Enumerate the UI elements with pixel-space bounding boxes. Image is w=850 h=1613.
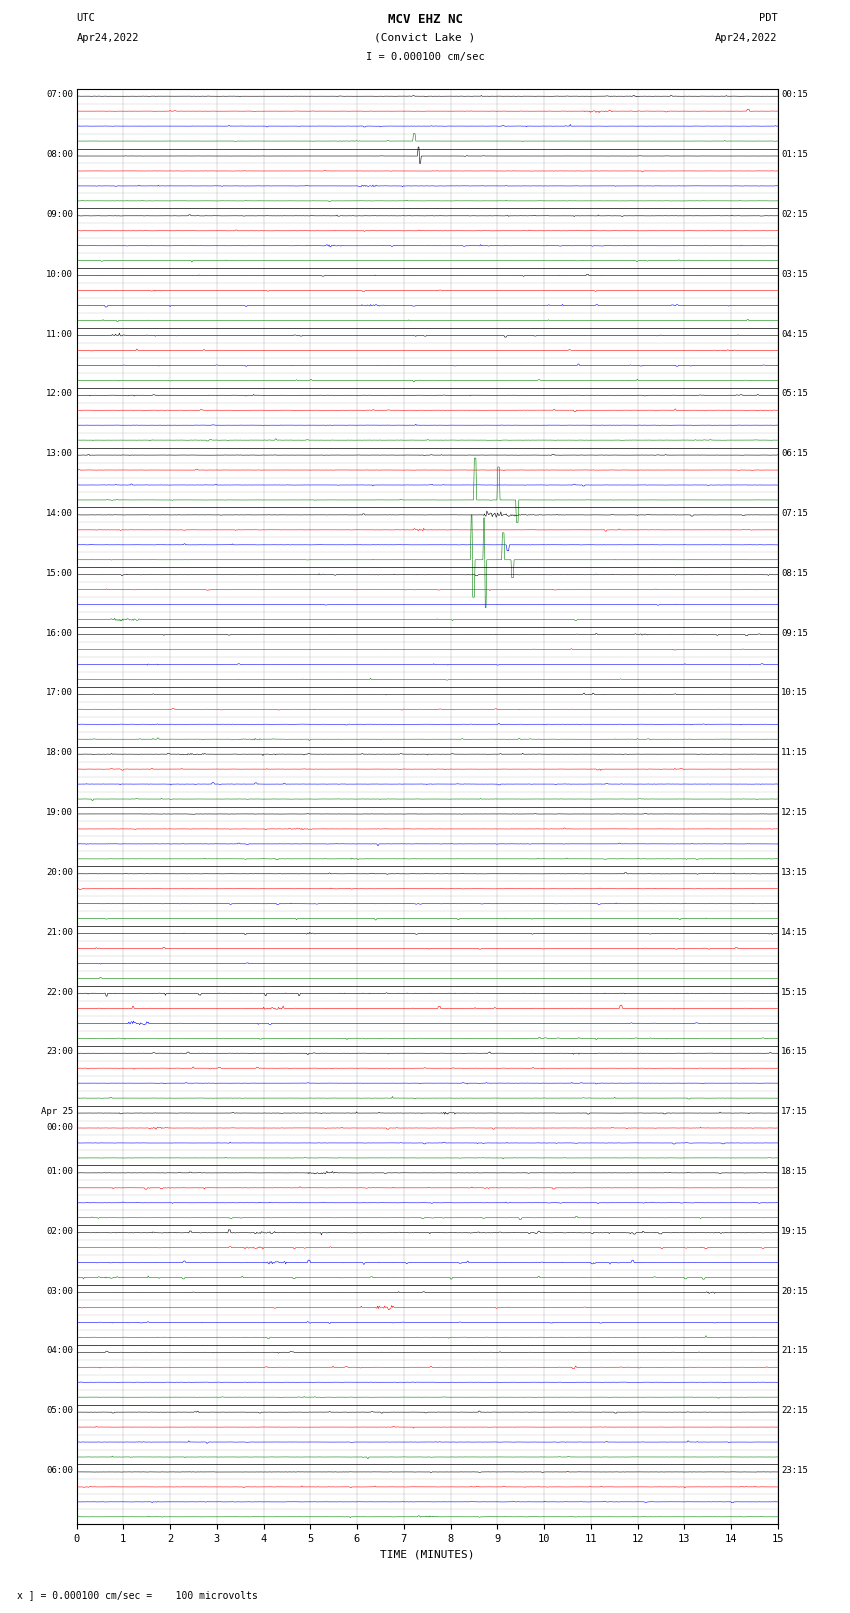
Text: 18:15: 18:15 [781,1168,808,1176]
Text: PDT: PDT [759,13,778,23]
Text: 21:00: 21:00 [46,927,73,937]
Text: 23:15: 23:15 [781,1466,808,1474]
Text: 12:00: 12:00 [46,389,73,398]
Text: 13:00: 13:00 [46,450,73,458]
Text: Apr 25: Apr 25 [41,1107,73,1116]
Text: 17:00: 17:00 [46,689,73,697]
Text: 03:00: 03:00 [46,1287,73,1295]
Text: 07:15: 07:15 [781,510,808,518]
Text: 08:00: 08:00 [46,150,73,160]
Text: 09:15: 09:15 [781,629,808,637]
Text: 01:15: 01:15 [781,150,808,160]
X-axis label: TIME (MINUTES): TIME (MINUTES) [380,1550,474,1560]
Text: 04:00: 04:00 [46,1347,73,1355]
Text: 19:00: 19:00 [46,808,73,818]
Text: 18:00: 18:00 [46,748,73,756]
Text: 21:15: 21:15 [781,1347,808,1355]
Text: MCV EHZ NC: MCV EHZ NC [388,13,462,26]
Text: 14:15: 14:15 [781,927,808,937]
Text: 00:00: 00:00 [46,1123,73,1132]
Text: 02:00: 02:00 [46,1227,73,1236]
Text: x ] = 0.000100 cm/sec =    100 microvolts: x ] = 0.000100 cm/sec = 100 microvolts [17,1590,258,1600]
Text: Apr24,2022: Apr24,2022 [715,32,778,42]
Text: UTC: UTC [76,13,95,23]
Text: 16:00: 16:00 [46,629,73,637]
Text: 20:15: 20:15 [781,1287,808,1295]
Text: 14:00: 14:00 [46,510,73,518]
Text: 19:15: 19:15 [781,1227,808,1236]
Text: 15:15: 15:15 [781,987,808,997]
Text: 11:15: 11:15 [781,748,808,756]
Text: 05:15: 05:15 [781,389,808,398]
Text: 00:15: 00:15 [781,90,808,100]
Text: 13:15: 13:15 [781,868,808,877]
Text: 03:15: 03:15 [781,269,808,279]
Text: 16:15: 16:15 [781,1047,808,1057]
Text: 09:00: 09:00 [46,210,73,219]
Text: 20:00: 20:00 [46,868,73,877]
Text: 12:15: 12:15 [781,808,808,818]
Text: (Convict Lake ): (Convict Lake ) [374,32,476,42]
Text: 01:00: 01:00 [46,1168,73,1176]
Text: 08:15: 08:15 [781,569,808,577]
Text: 22:00: 22:00 [46,987,73,997]
Text: 11:00: 11:00 [46,329,73,339]
Text: I = 0.000100 cm/sec: I = 0.000100 cm/sec [366,52,484,61]
Text: 04:15: 04:15 [781,329,808,339]
Text: 06:00: 06:00 [46,1466,73,1474]
Text: 15:00: 15:00 [46,569,73,577]
Text: 07:00: 07:00 [46,90,73,100]
Text: Apr24,2022: Apr24,2022 [76,32,139,42]
Text: 23:00: 23:00 [46,1047,73,1057]
Text: 05:00: 05:00 [46,1407,73,1415]
Text: 10:00: 10:00 [46,269,73,279]
Text: 02:15: 02:15 [781,210,808,219]
Text: 10:15: 10:15 [781,689,808,697]
Text: 06:15: 06:15 [781,450,808,458]
Text: 22:15: 22:15 [781,1407,808,1415]
Text: 17:15: 17:15 [781,1107,808,1116]
